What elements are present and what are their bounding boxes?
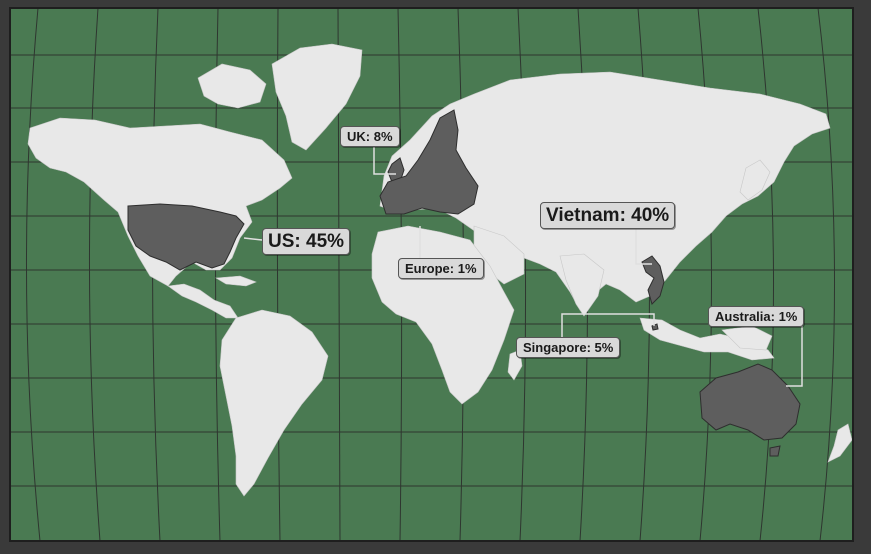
leader-line-us (243, 237, 263, 241)
singapore-share-label: Singapore: 5% (516, 337, 621, 358)
caribbean (215, 275, 257, 287)
tasmania-region (769, 445, 781, 457)
graticule-lon-line (26, 7, 41, 542)
vietnam-share-label: Vietnam: 40% (540, 202, 676, 229)
leader-line-vietnam (635, 226, 652, 265)
graticule-lon-line (697, 7, 712, 542)
maritime-southeast-asia (639, 317, 775, 361)
graticule-lon-line (817, 7, 835, 542)
graticule-lon-line (757, 7, 774, 542)
new-zealand (827, 423, 853, 463)
australia-share-label: Australia: 1% (708, 306, 805, 327)
highlighted-regions (127, 109, 801, 457)
south-america (219, 309, 329, 497)
greenland (271, 43, 363, 151)
uk-share-label: UK: 8% (340, 126, 400, 147)
us-share-label: US: 45% (262, 228, 351, 255)
leader-lines (243, 142, 803, 387)
arctic-islands (197, 63, 267, 109)
indian-subcontinent (559, 253, 605, 317)
graticule-lon-line (88, 7, 101, 542)
europe-share-label: Europe: 1% (398, 258, 484, 279)
vietnam-region (641, 255, 665, 305)
leader-line-singapore (561, 313, 655, 338)
map-border (9, 7, 854, 542)
leader-line-uk (373, 142, 396, 175)
australia-region (699, 363, 801, 441)
japan (739, 159, 771, 201)
europe-region (379, 109, 479, 215)
us-region (127, 203, 245, 271)
